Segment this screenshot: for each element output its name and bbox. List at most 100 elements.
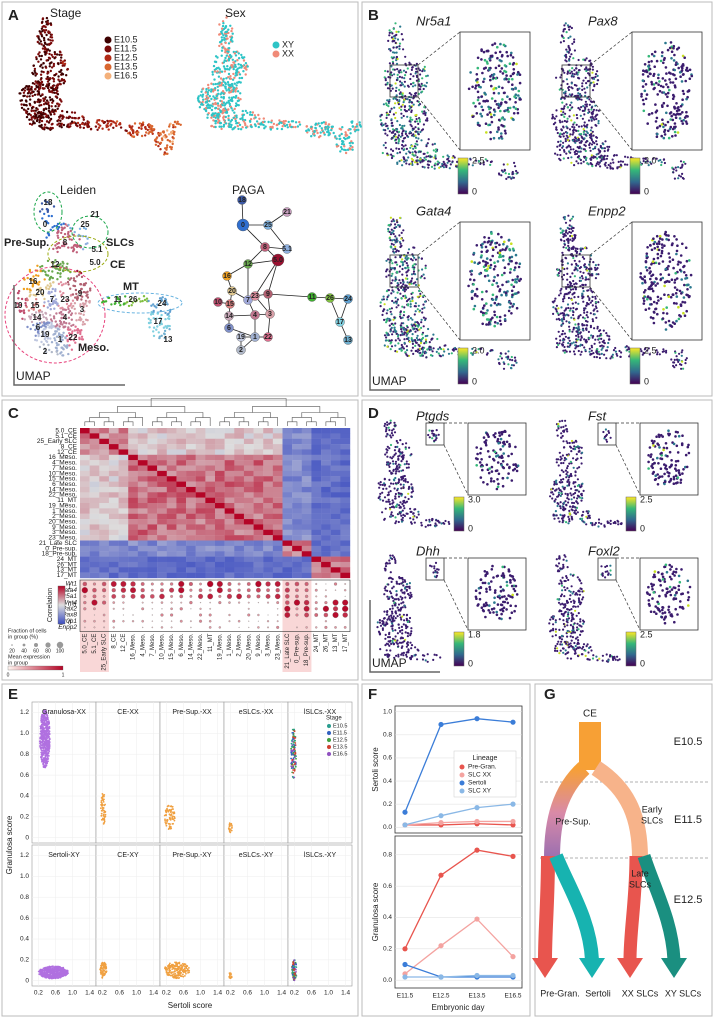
cell-point (423, 110, 426, 113)
cell-point (241, 116, 244, 120)
cell-point (410, 101, 414, 104)
cell-point (577, 92, 580, 95)
cell-point (285, 123, 289, 127)
cell-point (586, 132, 589, 135)
cell-point (412, 282, 415, 285)
cell-point (414, 321, 417, 324)
cell-point (164, 318, 167, 321)
cell-point (348, 141, 351, 145)
cell-point (590, 138, 594, 142)
cell-point (61, 235, 65, 239)
cell-point (669, 125, 673, 129)
cell-point (78, 227, 82, 230)
cell-point (166, 303, 169, 306)
cell-point (148, 130, 151, 134)
cell-point (58, 125, 61, 128)
cell-point (583, 87, 586, 90)
cell-point (232, 96, 235, 99)
cell-point (119, 304, 122, 307)
cell-point (672, 168, 675, 171)
cell-point (595, 109, 598, 112)
cell-point (351, 141, 354, 145)
cell-point (392, 301, 396, 304)
cell-point (388, 339, 391, 342)
cell-point (397, 304, 400, 307)
cell-point (42, 70, 45, 74)
cell-point (490, 54, 494, 58)
cell-point (667, 129, 670, 133)
gene-title: Pax8 (588, 13, 618, 28)
cell-point (401, 267, 404, 271)
legend-label: E16.5 (114, 70, 138, 80)
cell-point (555, 126, 558, 129)
cell-point (222, 65, 226, 68)
cell-point (210, 82, 213, 85)
cell-point (76, 296, 80, 300)
cell-point (398, 216, 402, 219)
cell-point (396, 263, 399, 266)
cell-point (593, 266, 597, 269)
cell-point (240, 76, 244, 80)
cell-point (603, 154, 606, 157)
cell-point (119, 126, 123, 129)
cell-point (478, 102, 481, 105)
cell-point (35, 107, 38, 110)
cell-point (37, 92, 41, 95)
cell-point (40, 123, 43, 127)
cell-point (566, 131, 569, 134)
cell-point (68, 309, 72, 313)
cell-point (152, 326, 156, 329)
cell-point (488, 123, 492, 127)
cell-point (660, 163, 663, 167)
cell-point (75, 251, 79, 254)
cell-point (422, 159, 425, 162)
cell-point (557, 140, 560, 143)
cell-point (210, 108, 214, 112)
cell-point (58, 325, 61, 328)
cell-point (508, 106, 512, 110)
cell-point (36, 264, 39, 267)
cell-point (640, 92, 643, 96)
cell-point (21, 317, 24, 320)
cluster-label: 5.0 (89, 258, 101, 267)
cell-point (53, 333, 56, 336)
cell-point (225, 37, 228, 40)
cell-point (49, 314, 52, 317)
cell-point (41, 17, 45, 20)
cell-point (672, 59, 676, 62)
cell-point (71, 299, 75, 302)
cell-point (71, 330, 74, 333)
paga-node (271, 253, 285, 267)
cell-point (37, 274, 40, 277)
cell-point (40, 310, 44, 313)
cell-point (26, 325, 29, 329)
cell-point (442, 348, 445, 351)
cell-point (213, 78, 216, 81)
cell-point (59, 352, 62, 355)
cell-point (493, 261, 496, 265)
cell-point (414, 130, 417, 133)
cell-point (52, 315, 56, 318)
cell-point (36, 90, 39, 93)
cell-point (399, 324, 402, 327)
cell-point (416, 163, 419, 166)
cell-point (562, 107, 565, 110)
cell-point (28, 89, 31, 92)
cell-point (46, 335, 50, 339)
cell-point (350, 140, 353, 143)
cell-point (409, 329, 412, 332)
cell-point (571, 93, 574, 96)
cell-point (513, 268, 516, 272)
cell-point (619, 160, 623, 163)
cell-point (592, 134, 595, 137)
cell-point (682, 118, 685, 122)
cell-point (48, 110, 51, 114)
cell-point (558, 135, 561, 138)
cell-point (510, 255, 514, 259)
cell-point (115, 120, 119, 123)
cell-point (391, 149, 395, 152)
cell-point (232, 127, 235, 130)
cell-point (58, 50, 62, 53)
cell-point (27, 107, 30, 111)
cell-point (226, 81, 230, 84)
